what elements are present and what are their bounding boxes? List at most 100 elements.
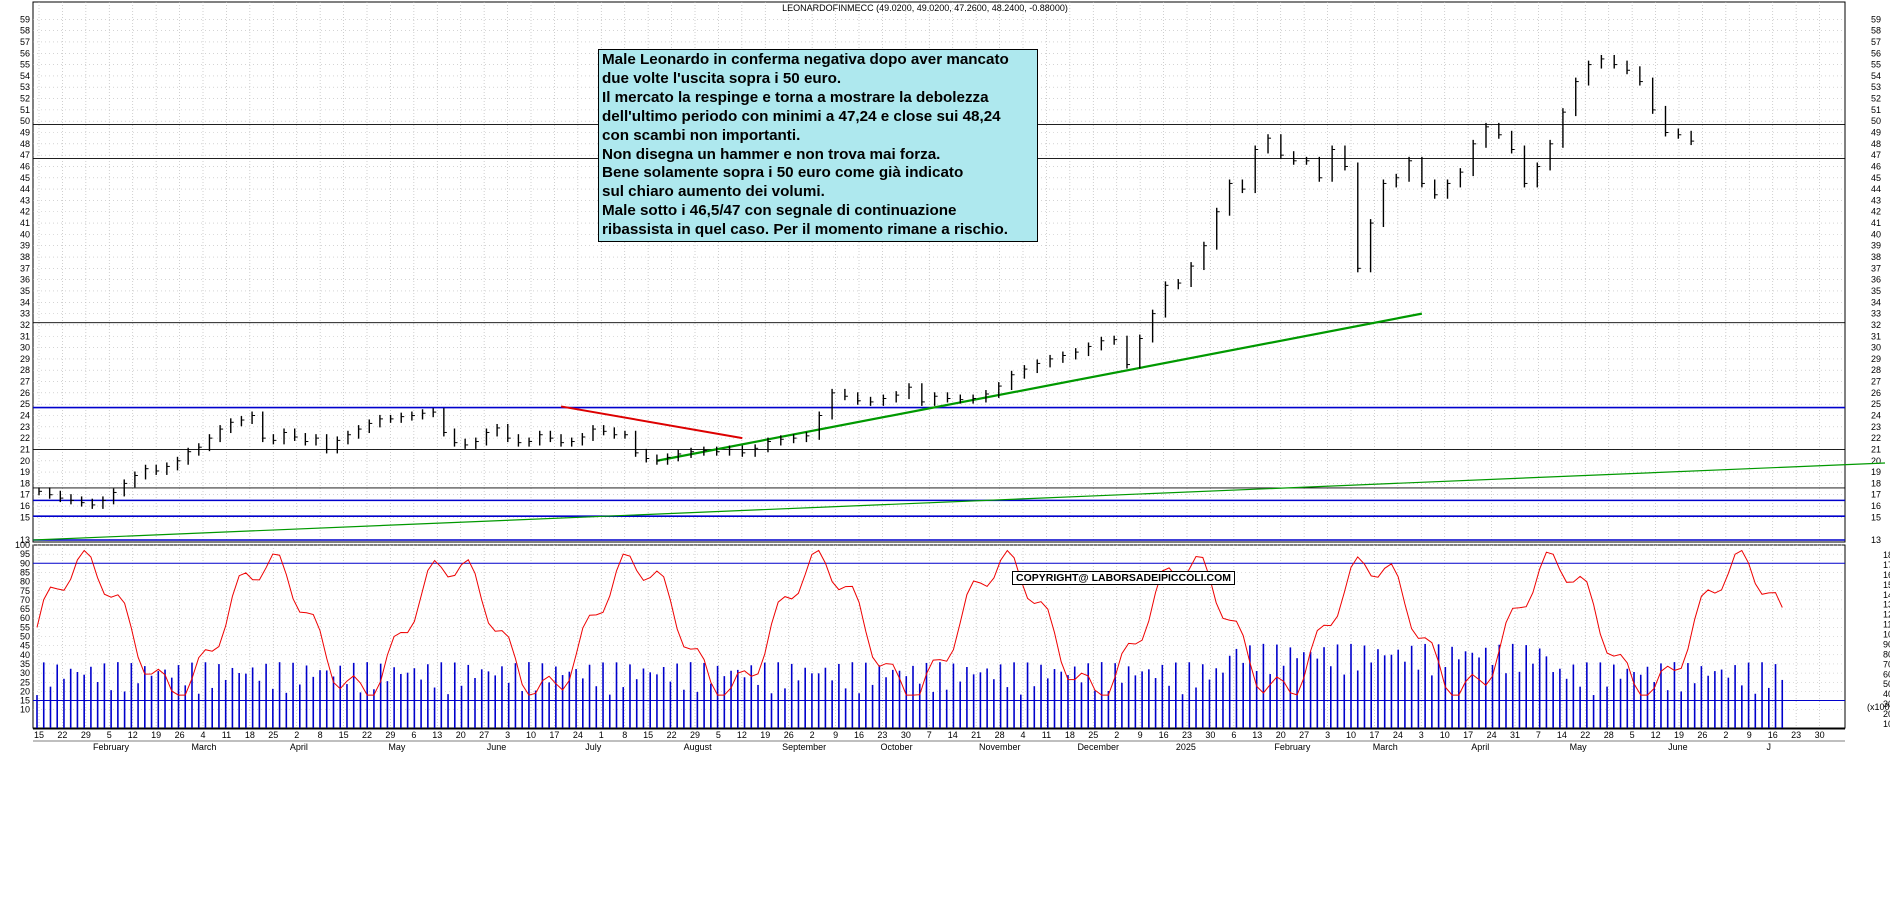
y-tick-label-right: 52 [1871, 94, 1881, 104]
x-tick-label: 24 [1487, 730, 1497, 740]
y-tick-label: 32 [20, 320, 30, 330]
y-tick-label: 20 [20, 686, 30, 696]
y-tick-label-right: 55 [1871, 60, 1881, 70]
x-tick-label: 28 [995, 730, 1005, 740]
x-tick-label: 27 [1299, 730, 1309, 740]
x-tick-label: 6 [411, 730, 416, 740]
x-tick-label: 16 [1159, 730, 1169, 740]
y-tick-label: 55 [20, 622, 30, 632]
x-tick-label: 10 [1346, 730, 1356, 740]
y-tick-label-right: 7000 [1883, 659, 1890, 669]
y-tick-label: 58 [20, 26, 30, 36]
x-month-label: May [1570, 742, 1588, 752]
x-tick-label: 22 [667, 730, 677, 740]
y-tick-label: 23 [20, 422, 30, 432]
y-tick-label-right: 3000 [1883, 699, 1890, 709]
x-tick-label: 13 [1252, 730, 1262, 740]
y-tick-label-right: 17 [1871, 490, 1881, 500]
x-tick-label: 26 [784, 730, 794, 740]
x-tick-label: 2 [1723, 730, 1728, 740]
y-tick-label-right: 6000 [1883, 669, 1890, 679]
y-tick-label-right: 28 [1871, 365, 1881, 375]
y-tick-label-right: 18000 [1883, 550, 1890, 560]
x-month-label: June [487, 742, 507, 752]
x-month-label: June [1668, 742, 1688, 752]
y-tick-label: 100 [15, 540, 30, 550]
x-tick-label: 4 [200, 730, 205, 740]
y-tick-label: 35 [20, 286, 30, 296]
x-tick-label: 17 [1463, 730, 1473, 740]
x-tick-label: 26 [1697, 730, 1707, 740]
copyright-label: COPYRIGHT@ LABORSADEIPICCOLI.COM [1012, 571, 1235, 585]
x-tick-label: 15 [339, 730, 349, 740]
y-tick-label-right: 35 [1871, 286, 1881, 296]
y-tick-label: 54 [20, 71, 30, 81]
x-tick-label: 25 [268, 730, 278, 740]
y-tick-label-right: 43 [1871, 195, 1881, 205]
y-tick-label-right: 14000 [1883, 590, 1890, 600]
annotation-box: Male Leonardo in conferma negativa dopo … [598, 49, 1038, 243]
x-tick-label: 5 [107, 730, 112, 740]
y-tick-label: 48 [20, 139, 30, 149]
x-tick-label: 22 [362, 730, 372, 740]
x-month-label: 2025 [1176, 742, 1196, 752]
y-tick-label-right: 4000 [1883, 689, 1890, 699]
y-tick-label: 25 [20, 677, 30, 687]
y-tick-label-right: 34 [1871, 297, 1881, 307]
y-tick-label-right: 20 [1871, 456, 1881, 466]
y-tick-label-right: 25 [1871, 399, 1881, 409]
y-tick-label-right: 56 [1871, 48, 1881, 58]
y-tick-label-right: 30 [1871, 343, 1881, 353]
x-tick-label: 8 [318, 730, 323, 740]
x-tick-label: 18 [1065, 730, 1075, 740]
y-tick-label: 30 [20, 343, 30, 353]
y-tick-label-right: 22 [1871, 433, 1881, 443]
y-tick-label-right: 21 [1871, 444, 1881, 454]
y-tick-label: 49 [20, 128, 30, 138]
y-tick-label: 39 [20, 241, 30, 251]
y-tick-label-right: 8000 [1883, 649, 1890, 659]
x-tick-label: 7 [927, 730, 932, 740]
x-tick-label: 23 [1182, 730, 1192, 740]
y-tick-label: 26 [20, 388, 30, 398]
y-tick-label: 65 [20, 604, 30, 614]
y-tick-label: 34 [20, 297, 30, 307]
y-tick-label: 80 [20, 577, 30, 587]
x-tick-label: 9 [1747, 730, 1752, 740]
x-tick-label: 29 [385, 730, 395, 740]
y-tick-label-right: 16000 [1883, 570, 1890, 580]
x-tick-label: 2 [810, 730, 815, 740]
annotation-line: due volte l'uscita sopra i 50 euro. [602, 69, 842, 87]
y-tick-label-right: 10000 [1883, 630, 1890, 640]
y-tick-label: 44 [20, 184, 30, 194]
y-tick-label: 59 [20, 14, 30, 24]
y-tick-label-right: 38 [1871, 252, 1881, 262]
x-tick-label: 3 [1325, 730, 1330, 740]
y-tick-label-right: 33 [1871, 309, 1881, 319]
y-tick-label: 27 [20, 377, 30, 387]
y-tick-label: 40 [20, 650, 30, 660]
y-tick-label-right: 47 [1871, 150, 1881, 160]
x-tick-label: 22 [57, 730, 67, 740]
y-tick-label-right: 17000 [1883, 560, 1890, 570]
x-tick-label: 19 [760, 730, 770, 740]
x-tick-label: 26 [175, 730, 185, 740]
y-tick-label-right: 18 [1871, 478, 1881, 488]
y-tick-label: 51 [20, 105, 30, 115]
x-tick-label: 21 [971, 730, 981, 740]
x-tick-label: 17 [1369, 730, 1379, 740]
y-tick-label: 13 [20, 535, 30, 545]
resistance-trendline [560, 405, 743, 440]
y-tick-label-right: 2000 [1883, 709, 1890, 719]
y-tick-label-right: 27 [1871, 377, 1881, 387]
y-tick-label-right: 45 [1871, 173, 1881, 183]
x-tick-label: 25 [1088, 730, 1098, 740]
x-tick-label: 24 [1393, 730, 1403, 740]
oscillator-line [36, 549, 1783, 696]
y-tick-label-right: 11000 [1883, 620, 1890, 630]
y-tick-label: 40 [20, 229, 30, 239]
y-tick-label-right: 5000 [1883, 679, 1890, 689]
x-tick-label: 5 [1630, 730, 1635, 740]
y-tick-label-right: 15000 [1883, 580, 1890, 590]
